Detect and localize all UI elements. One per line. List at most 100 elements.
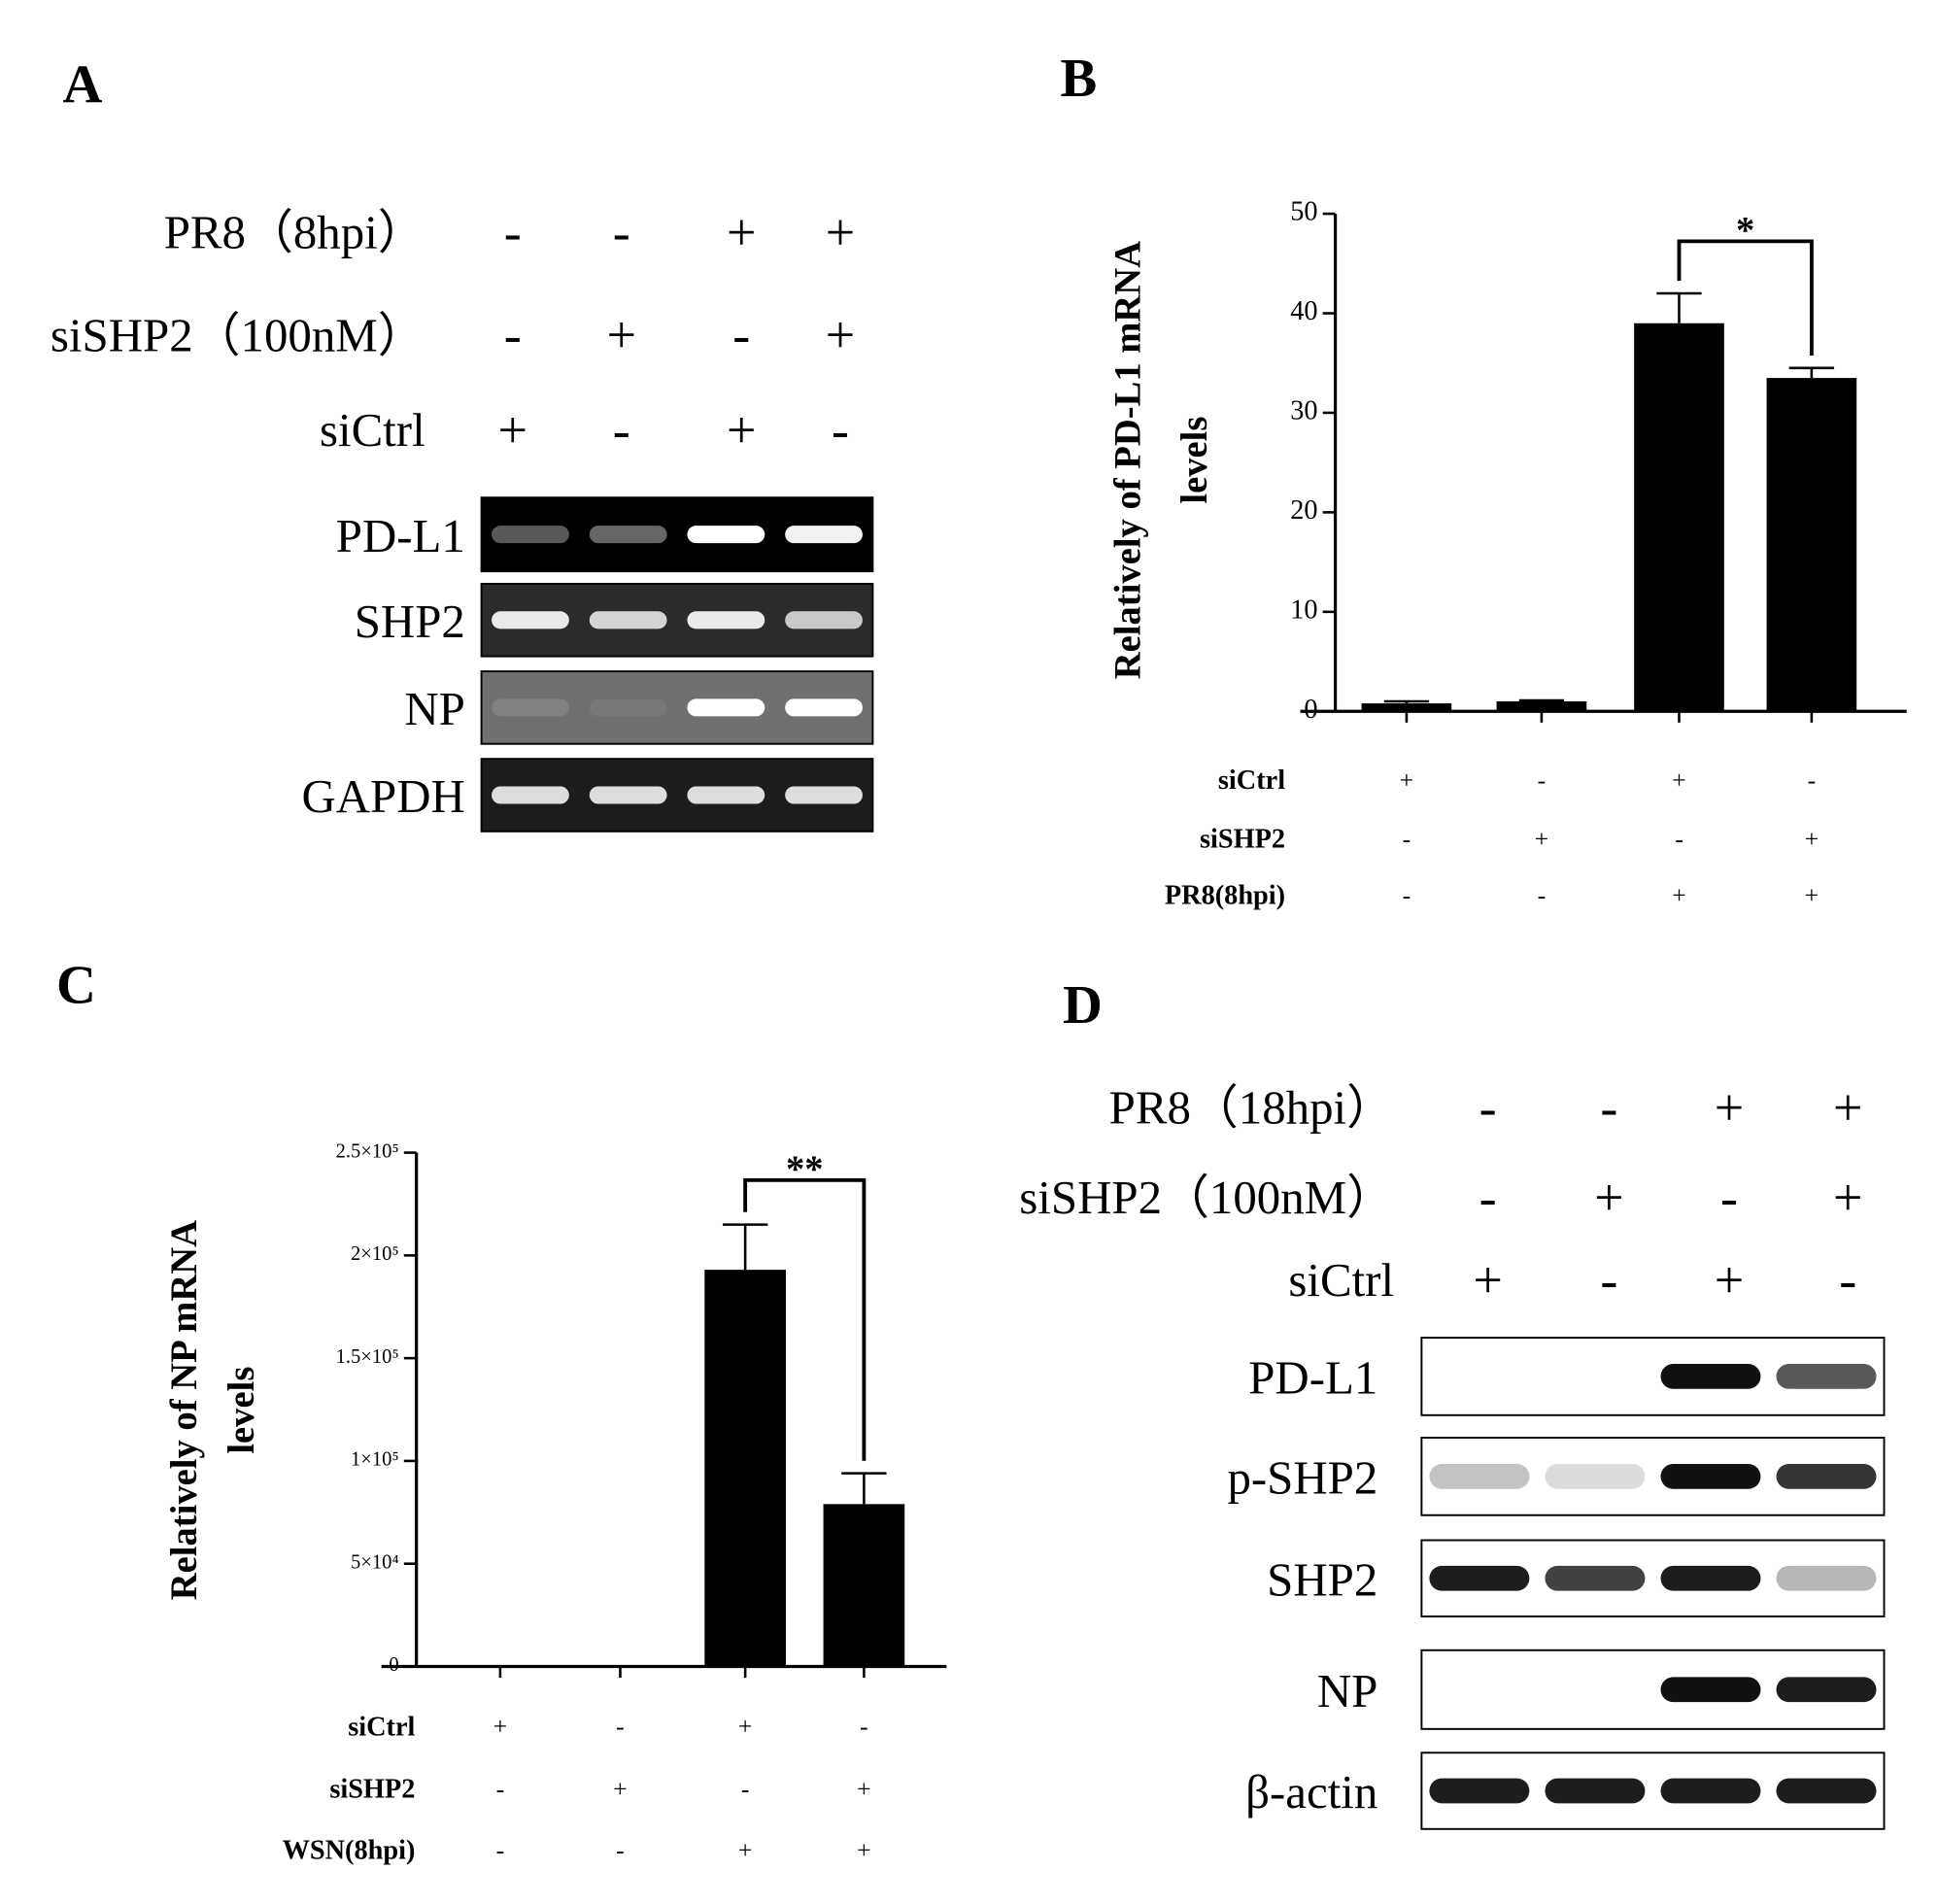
panel-label: D	[1063, 975, 1103, 1036]
condition-sign: +	[606, 305, 635, 363]
condition-sign: -	[741, 1775, 750, 1803]
y-tick-label: 5×10⁴	[351, 1551, 399, 1573]
gel-band	[1429, 1778, 1530, 1804]
condition-label: siCtrl	[348, 1712, 415, 1742]
gel-band	[1776, 1778, 1877, 1804]
y-axis-label: levels	[1174, 417, 1215, 504]
y-axis-label: Relatively of NP mRNA	[164, 1220, 205, 1600]
panel-label: A	[62, 55, 102, 116]
band-label: NP	[404, 682, 465, 735]
condition-label: siSHP2（100nM）	[51, 308, 425, 361]
gel-band	[589, 786, 667, 804]
y-tick-label: 1.5×10⁵	[336, 1346, 399, 1368]
bar	[1361, 703, 1452, 712]
error-bar	[1656, 291, 1702, 323]
y-tick-label: 1×10⁵	[351, 1449, 399, 1471]
condition-label: siCtrl	[320, 403, 425, 457]
condition-sign: +	[727, 400, 756, 459]
significance-bracket	[743, 1177, 867, 1461]
y-tick-label: 2.5×10⁵	[336, 1140, 399, 1162]
gel-band	[492, 698, 569, 717]
condition-sign: -	[1479, 1168, 1497, 1226]
gel-band	[687, 698, 765, 717]
condition-sign: -	[1479, 1078, 1497, 1137]
condition-sign: +	[738, 1836, 753, 1864]
condition-label: siCtrl	[1288, 1253, 1394, 1307]
condition-sign: +	[857, 1775, 871, 1803]
gel-band	[492, 611, 569, 629]
condition-label: PR8（18hpi）	[1109, 1081, 1394, 1135]
condition-sign: +	[1805, 825, 1819, 853]
condition-sign: +	[1473, 1250, 1502, 1309]
gel-band	[1660, 1463, 1761, 1489]
significance-label: **	[786, 1149, 824, 1190]
gel-band	[1776, 1565, 1877, 1591]
y-tick-label: 0	[1304, 695, 1317, 725]
y-tick-label: 0	[389, 1654, 398, 1676]
band-label: β-actin	[1245, 1765, 1377, 1819]
error-bar	[1383, 699, 1430, 704]
condition-sign: +	[826, 305, 855, 363]
condition-sign: +	[1715, 1250, 1744, 1309]
condition-sign: +	[1833, 1168, 1862, 1226]
condition-sign: -	[504, 203, 522, 261]
condition-sign: -	[616, 1713, 625, 1741]
gel-band	[1429, 1565, 1530, 1591]
condition-sign: +	[613, 1775, 628, 1803]
significance-label: *	[1736, 211, 1754, 252]
gel-band	[1545, 1565, 1646, 1591]
condition-sign: -	[613, 203, 630, 261]
band-label: SHP2	[1267, 1552, 1377, 1606]
gel-band	[589, 526, 667, 544]
bar	[704, 1270, 786, 1667]
y-tick-label: 50	[1290, 197, 1317, 227]
condition-sign: -	[496, 1775, 505, 1803]
condition-sign: -	[1538, 766, 1547, 795]
condition-label: PR8（8hpi）	[164, 206, 425, 259]
condition-sign: -	[1675, 825, 1683, 853]
error-bar	[722, 1223, 768, 1271]
condition-sign: -	[1720, 1168, 1738, 1226]
condition-sign: +	[1805, 881, 1819, 909]
condition-sign: -	[1839, 1250, 1856, 1309]
y-tick-label: 40	[1290, 296, 1317, 326]
gel-band	[785, 526, 863, 544]
condition-sign: +	[857, 1836, 871, 1864]
gel-band	[1545, 1778, 1646, 1804]
condition-sign: +	[1400, 766, 1414, 795]
condition-label: siSHP2（100nM）	[1019, 1171, 1394, 1224]
gel-band	[1776, 1463, 1877, 1489]
gel-band	[785, 611, 863, 629]
condition-sign: +	[1833, 1078, 1862, 1137]
gel-band	[785, 786, 863, 804]
condition-label: PR8(8hpi)	[1165, 881, 1285, 911]
condition-label: siCtrl	[1218, 765, 1285, 796]
condition-label: WSN(8hpi)	[283, 1836, 416, 1866]
bar	[823, 1504, 905, 1667]
condition-sign: -	[1600, 1250, 1617, 1309]
condition-label: siSHP2	[329, 1775, 415, 1805]
y-tick-label: 2×10⁵	[351, 1243, 399, 1265]
condition-sign: +	[1535, 825, 1549, 853]
gel-band	[1660, 1677, 1761, 1703]
condition-sign: +	[1672, 881, 1686, 909]
gel-band	[1660, 1778, 1761, 1804]
gel-band	[687, 786, 765, 804]
bar	[1766, 378, 1857, 712]
gel-band	[1776, 1364, 1877, 1389]
condition-sign: +	[738, 1713, 753, 1741]
bar	[1634, 323, 1724, 712]
error-bar	[1518, 698, 1565, 702]
band-label: NP	[1317, 1664, 1378, 1717]
bar	[1496, 701, 1587, 712]
condition-sign: -	[1538, 881, 1547, 909]
gel-band	[1660, 1565, 1761, 1591]
condition-sign: +	[1594, 1168, 1623, 1226]
condition-sign: -	[1808, 766, 1817, 795]
gel-band	[1776, 1677, 1877, 1703]
band-label: PD-L1	[1248, 1351, 1377, 1405]
gel-band	[1545, 1463, 1646, 1489]
gel-band	[492, 786, 569, 804]
band-label: PD-L1	[336, 509, 465, 562]
